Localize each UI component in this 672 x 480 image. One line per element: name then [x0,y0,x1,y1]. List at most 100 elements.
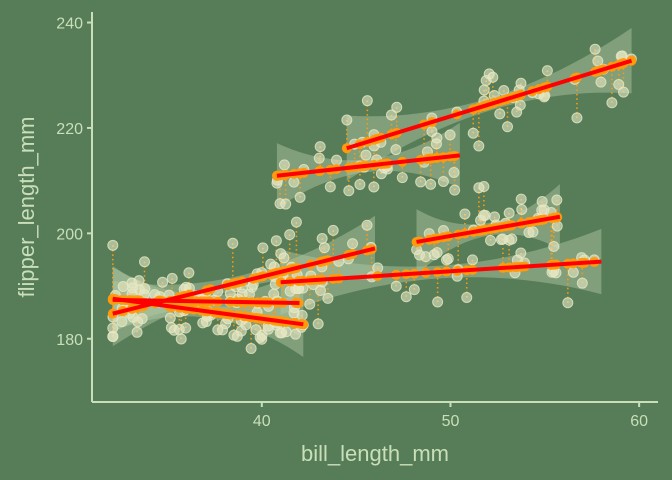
data-point [485,234,497,246]
y-axis-label: flipper_length_mm [14,117,39,298]
data-point [284,285,296,297]
data-point [127,282,139,294]
data-point [313,152,325,164]
data-point [562,297,574,309]
data-point [448,166,460,178]
data-point [548,241,560,253]
data-point [294,191,306,203]
data-point [473,182,485,194]
data-point [131,326,143,338]
data-point [107,331,119,343]
data-point [270,235,282,247]
data-point [331,154,343,166]
data-point [449,184,461,196]
data-point [361,95,373,107]
data-point [385,109,397,121]
data-point [354,178,366,190]
data-point [227,237,239,249]
data-point [467,254,479,266]
x-axis-label: bill_length_mm [301,441,449,466]
data-point [284,229,296,241]
data-point [168,324,180,336]
data-point [514,99,526,111]
data-point [541,65,553,77]
data-point [235,325,247,337]
data-point [400,291,412,303]
data-point [322,292,334,304]
data-point [361,219,373,231]
data-point [408,284,420,296]
data-point [117,280,129,292]
data-point [571,112,583,124]
data-point [415,176,427,188]
data-point [551,194,563,206]
axes: 180 200 220 240 40 50 60 bill_length_mm flipper_… [14,12,658,466]
regression-line [280,259,602,285]
data-point [459,208,471,220]
data-point [494,108,506,120]
data-point [589,43,601,55]
data-point [296,309,308,321]
data-point [324,181,336,193]
data-point [341,114,353,126]
data-point [183,267,195,279]
data-point [343,185,355,197]
data-point [527,226,539,238]
data-point [257,242,269,254]
regression-line [112,297,300,306]
y-tick-label: 180 [56,332,83,349]
data-point [515,193,527,205]
data-point [576,277,588,289]
data-point [595,76,607,88]
data-point [212,324,224,336]
data-point [274,198,286,210]
data-point [426,125,438,137]
x-tick-label: 40 [253,413,271,430]
data-point [290,216,302,228]
data-point [304,298,316,310]
data-point [327,224,339,236]
data-point [467,127,479,139]
data-point [368,181,380,193]
data-point [437,175,449,187]
data-point [360,149,372,161]
data-point [275,248,287,260]
data-point [116,316,128,328]
data-point [516,204,528,216]
data-point [391,101,403,113]
data-point [396,172,408,184]
regression-line [112,296,304,327]
data-point [107,239,119,251]
data-point [175,333,187,345]
data-point [318,242,330,254]
data-point [139,256,151,268]
data-point [606,97,618,109]
data-point [256,333,268,345]
data-point [478,84,490,96]
data-point [502,121,514,133]
data-point [425,178,437,190]
data-point [413,249,425,261]
regression-lines [112,58,633,327]
data-point [246,281,258,293]
data-point [473,140,485,152]
x-tick-label: 60 [630,413,648,430]
data-point [592,55,604,67]
data-point [461,291,473,303]
data-point [503,207,515,219]
data-point [157,276,169,288]
data-point [278,159,290,171]
data-point [428,249,440,261]
data-point [567,266,579,278]
data-point [479,209,491,221]
data-point [432,296,444,308]
y-tick-label: 200 [56,226,83,243]
data-point [506,233,518,245]
data-point [442,253,454,265]
data-point [312,318,324,330]
data-point [536,195,548,207]
y-tick-label: 220 [56,121,83,138]
data-point [444,129,456,141]
